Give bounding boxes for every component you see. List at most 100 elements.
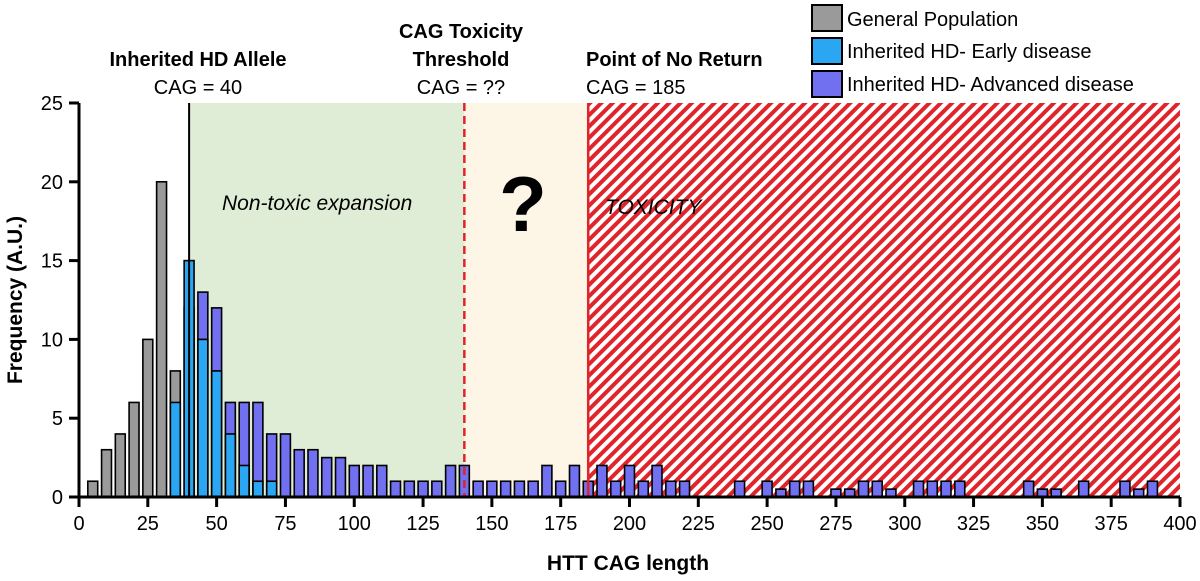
bar-inherited-hd-advanced-disease-365 [1077,480,1090,498]
x-tick-label-225: 225 [682,513,715,535]
bar-inherited-hd-early-disease-60 [238,464,250,498]
bar-inherited-hd-early-disease-50 [210,370,223,498]
bar-inherited-hd-advanced-disease-260 [788,480,801,498]
bar-inherited-hd-advanced-disease-105 [362,464,374,498]
bar-inherited-hd-advanced-disease-85 [307,448,319,498]
bar-inherited-hd-advanced-disease-155 [499,480,512,498]
x-tick-label-125: 125 [406,513,439,535]
bar-inherited-hd-advanced-disease-110 [376,464,388,498]
bar-inherited-hd-advanced-disease-315 [940,480,952,498]
no-return-title: Point of No Return [586,49,763,71]
legend-label-early: Inherited HD- Early disease [847,41,1092,63]
hd-allele-value: CAG = 40 [154,77,242,99]
legend-label-advanced: Inherited HD- Advanced disease [847,74,1134,96]
x-tick-label-75: 75 [274,513,296,535]
hd-allele-title: Inherited HD Allele [109,49,286,71]
y-tick-label-5: 5 [52,408,63,430]
bar-inherited-hd-advanced-disease-170 [541,464,553,498]
bar-inherited-hd-advanced-disease-75 [279,433,292,498]
legend: General Population Inherited HD- Early d… [811,4,1134,98]
y-tick-label-25: 25 [41,93,63,115]
bar-inherited-hd-advanced-disease-80 [293,448,305,498]
bar-inherited-hd-advanced-disease-345 [1022,480,1035,498]
bar-inherited-hd-early-disease-70 [265,480,278,498]
bar-general-population-30 [155,181,168,498]
bar-inherited-hd-advanced-disease-205 [637,480,650,498]
bar-inherited-hd-advanced-disease-285 [857,480,870,498]
x-tick-label-50: 50 [206,513,228,535]
x-tick-label-375: 375 [1095,513,1128,535]
bar-general-population-15 [114,433,127,498]
bar-inherited-hd-advanced-disease-115 [389,480,402,498]
x-axis-title: HTT CAG length [547,552,709,575]
y-axis-title: Frequency (A.U.) [4,216,27,384]
bar-inherited-hd-advanced-disease-130 [431,480,443,498]
bar-inherited-hd-advanced-disease-195 [609,480,622,498]
bar-inherited-hd-advanced-disease-380 [1119,480,1131,498]
x-tick-label-275: 275 [819,513,852,535]
bar-inherited-hd-early-disease-55 [224,433,237,498]
bar-inherited-hd-early-disease-45 [197,338,209,498]
x-tick-label-175: 175 [544,513,577,535]
bar-general-population-10 [100,448,113,498]
bar-inherited-hd-advanced-disease-175 [554,480,567,498]
bar-inherited-hd-advanced-disease-160 [513,480,526,498]
legend-swatch-general [811,4,843,32]
bar-inherited-hd-advanced-disease-150 [486,480,498,498]
bar-general-population-5 [87,480,99,498]
threshold-title-line1: CAG Toxicity [399,21,524,43]
region-toxic [588,103,1180,497]
legend-label-general: General Population [847,9,1018,31]
bar-inherited-hd-advanced-disease-210 [651,464,663,498]
bar-general-population-20 [128,401,140,498]
bar-general-population-25 [142,338,154,498]
bar-inherited-hd-advanced-disease-215 [665,480,677,498]
x-tick-label-400: 400 [1163,513,1196,535]
bar-inherited-hd-advanced-disease-120 [403,480,416,498]
bar-inherited-hd-early-disease-65 [252,480,264,498]
no-return-value: CAG = 185 [586,77,686,99]
bar-inherited-hd-advanced-disease-290 [871,480,883,498]
bar-inherited-hd-advanced-disease-145 [472,480,484,498]
x-tick-label-150: 150 [475,513,508,535]
y-tick-label-20: 20 [41,172,63,194]
x-tick-label-325: 325 [957,513,990,535]
question-mark: ? [499,160,547,248]
bar-inherited-hd-advanced-disease-135 [444,464,457,498]
x-tick-label-25: 25 [137,513,159,535]
bar-inherited-hd-early-disease-35 [169,401,182,498]
x-tick-label-250: 250 [750,513,783,535]
bar-inherited-hd-advanced-disease-180 [568,464,581,498]
bar-inherited-hd-advanced-disease-390 [1146,480,1159,498]
bar-inherited-hd-advanced-disease-90 [320,456,333,498]
bar-inherited-hd-advanced-disease-95 [334,456,347,498]
x-tick-label-300: 300 [888,513,921,535]
legend-swatch-advanced [811,70,843,98]
threshold-value: CAG = ?? [417,77,505,99]
y-tick-label-15: 15 [41,251,63,273]
background-regions [189,103,1180,497]
threshold-title-line2: Threshold [413,49,510,71]
x-tick-label-0: 0 [73,513,84,535]
bar-inherited-hd-advanced-disease-305 [912,480,925,498]
legend-swatch-early [811,37,843,65]
bar-inherited-hd-advanced-disease-240 [733,480,746,498]
toxicity-label: TOXICITY [605,196,703,219]
marker-lines [188,103,590,497]
bar-inherited-hd-advanced-disease-310 [926,480,939,498]
bar-inherited-hd-advanced-disease-265 [802,480,815,498]
bar-inherited-hd-advanced-disease-200 [623,464,636,498]
y-tick-label-0: 0 [52,487,63,509]
bar-inherited-hd-advanced-disease-125 [417,480,429,498]
bar-inherited-hd-advanced-disease-250 [761,480,773,498]
bar-inherited-hd-advanced-disease-220 [678,480,691,498]
bar-inherited-hd-advanced-disease-165 [527,480,539,498]
bar-inherited-hd-advanced-disease-190 [596,464,608,498]
region-unknown [464,103,589,497]
bar-inherited-hd-advanced-disease-320 [954,480,966,498]
x-tick-label-100: 100 [338,513,371,535]
x-tick-label-350: 350 [1026,513,1059,535]
x-tick-label-200: 200 [613,513,646,535]
